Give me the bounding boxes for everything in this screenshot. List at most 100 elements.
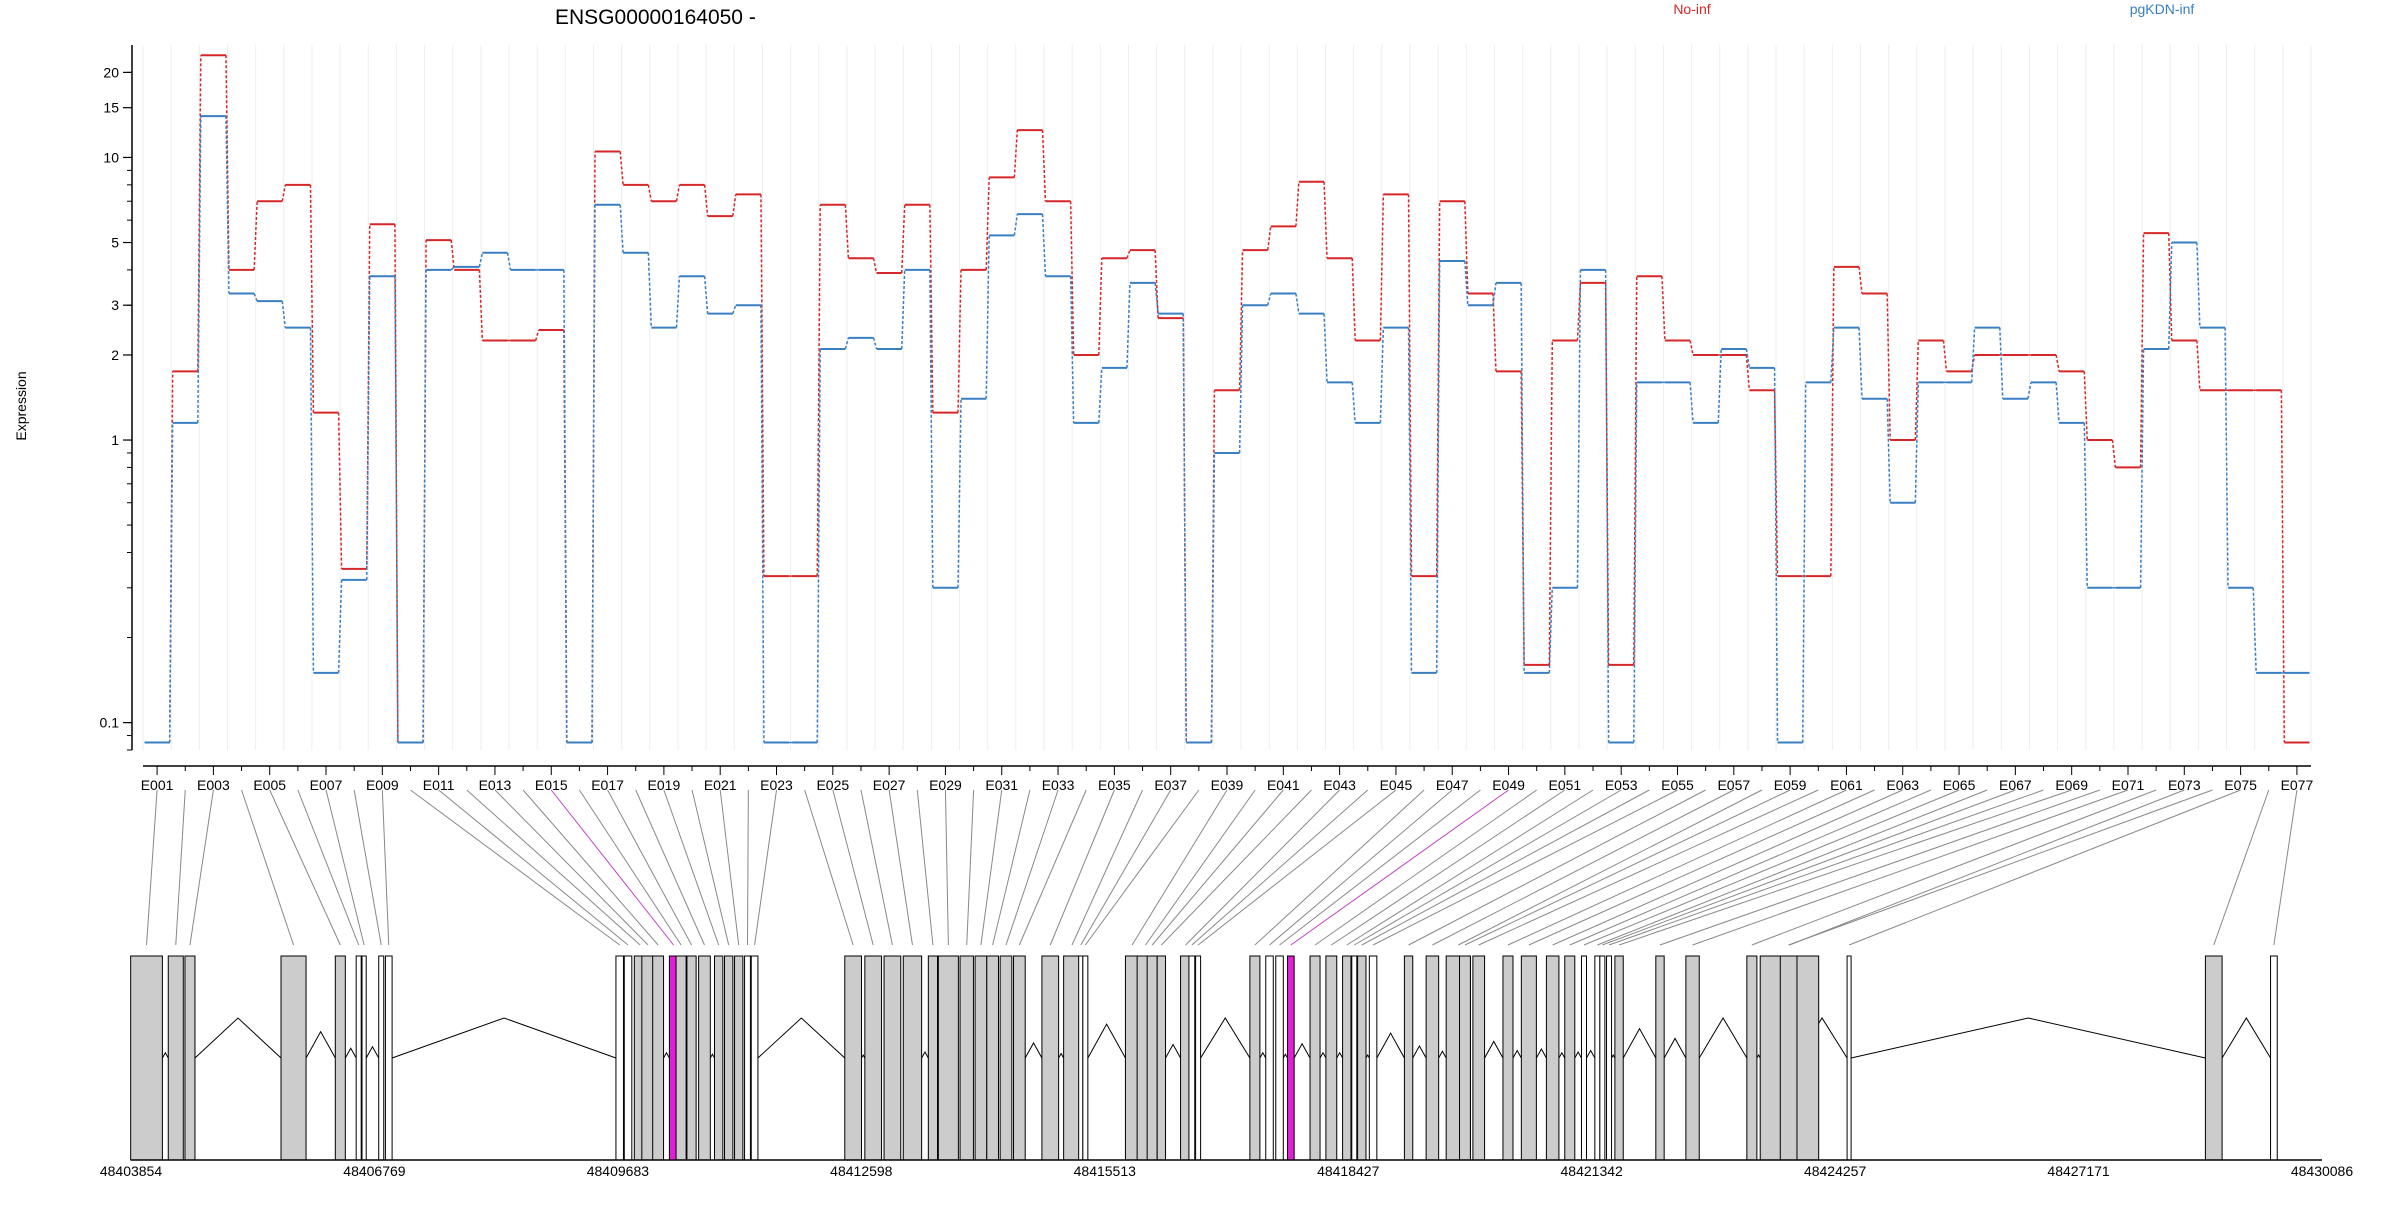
- series-step: [619, 204, 624, 253]
- connector-line: [635, 789, 705, 946]
- series-step: [1548, 340, 1554, 665]
- intron: [861, 1053, 866, 1059]
- exon: [1425, 955, 1440, 1161]
- connector-line: [1331, 789, 1566, 946]
- intron: [1512, 1049, 1522, 1059]
- connector-line: [1692, 789, 2129, 946]
- intron: [709, 1053, 715, 1059]
- exon: [744, 955, 751, 1161]
- connector-line: [1552, 789, 1903, 946]
- exon: [1013, 955, 1026, 1161]
- connector-line: [804, 789, 854, 946]
- series-step: [1379, 327, 1385, 423]
- series-step: [985, 177, 990, 270]
- genome-tick-label: 48403854: [100, 1163, 163, 1179]
- series-step: [760, 305, 765, 743]
- x-tick-label: E057: [1717, 777, 1750, 793]
- series-lines: [144, 54, 2310, 744]
- series-step: [281, 301, 287, 328]
- series-step: [900, 269, 906, 350]
- exon: [1249, 955, 1261, 1161]
- series-step: [1689, 340, 1694, 356]
- axes: 0.1 1 2 3 5 10 15 20 E001 E003 E005 E007 E009 E011 E01…: [100, 45, 2313, 793]
- connector-line: [719, 789, 740, 946]
- series-step: [2083, 422, 2089, 588]
- x-tick-label: E019: [648, 777, 681, 793]
- exon: [698, 955, 711, 1161]
- exon: [1082, 955, 1089, 1161]
- x-tick-label: E061: [1830, 777, 1863, 793]
- x-tick-label: E029: [929, 777, 962, 793]
- series-step: [1801, 382, 1807, 743]
- series-step: [1886, 398, 1891, 503]
- series-pgkdn-inf: [144, 115, 2310, 744]
- series-step: [816, 348, 821, 743]
- series-step: [1126, 282, 1131, 368]
- x-tick-label: E013: [479, 777, 512, 793]
- exon: [652, 955, 665, 1161]
- exon: [1063, 955, 1081, 1161]
- series-step: [2111, 439, 2117, 468]
- series-step: [2027, 382, 2032, 399]
- exon: [1599, 955, 1606, 1161]
- exon: [1594, 955, 1601, 1161]
- x-tick-label: E007: [310, 777, 343, 793]
- x-tick-label: E055: [1661, 777, 1694, 793]
- genome-tick-label: 48406769: [343, 1163, 406, 1179]
- exon: [986, 955, 999, 1161]
- intron: [365, 1045, 380, 1059]
- x-tick-label: E035: [1098, 777, 1131, 793]
- series-step: [2139, 233, 2145, 468]
- exon: [1078, 955, 1084, 1161]
- exon: [184, 955, 196, 1161]
- x-tick-label: E049: [1492, 777, 1525, 793]
- exon: [1357, 955, 1367, 1161]
- exon: [724, 955, 734, 1161]
- series-step: [2196, 242, 2201, 328]
- x-tick-label: E075: [2224, 777, 2257, 793]
- intron: [663, 1051, 670, 1059]
- connector-line: [1659, 789, 2100, 946]
- connector-line: [1569, 789, 1932, 946]
- series-step: [1407, 327, 1413, 673]
- connector-line: [1788, 789, 2213, 946]
- connector-line: [1049, 789, 1115, 946]
- series-step: [1914, 382, 1920, 503]
- exon: [378, 955, 385, 1161]
- series-step: [1295, 293, 1300, 314]
- series-step: [1041, 214, 1047, 277]
- intron: [1293, 1042, 1311, 1059]
- y-tick-label: 3: [111, 297, 119, 313]
- series-step: [197, 55, 202, 372]
- exon: [1041, 955, 1060, 1161]
- exon: [384, 955, 393, 1161]
- series-step: [1970, 327, 1976, 383]
- y-tick-label: 1: [111, 432, 119, 448]
- series-step: [563, 269, 568, 743]
- exon: [713, 955, 724, 1161]
- series-step: [985, 235, 990, 399]
- intron: [1574, 1050, 1582, 1059]
- exon: [1156, 955, 1167, 1161]
- series-step: [1154, 282, 1159, 314]
- exon: [1472, 955, 1486, 1161]
- intron: [1850, 1017, 2206, 1059]
- exon: [1275, 955, 1284, 1161]
- connector-line: [1269, 789, 1453, 946]
- series-step: [1858, 266, 1863, 294]
- exon: [1655, 955, 1665, 1161]
- connector-line: [1314, 789, 1538, 946]
- series-step: [1830, 266, 1835, 577]
- intron: [1200, 1017, 1251, 1059]
- series-step: [647, 252, 653, 328]
- connector-line: [1160, 789, 1312, 946]
- genome-tick-label: 48421342: [1561, 1163, 1624, 1179]
- connector-line: [175, 789, 186, 946]
- exon: [1614, 955, 1624, 1161]
- series-step: [1970, 354, 1976, 372]
- series-step: [732, 304, 737, 314]
- connector-line: [1197, 789, 1397, 946]
- exon: [937, 955, 959, 1161]
- exon-highlight: [1286, 955, 1295, 1161]
- connector-line: [494, 789, 649, 946]
